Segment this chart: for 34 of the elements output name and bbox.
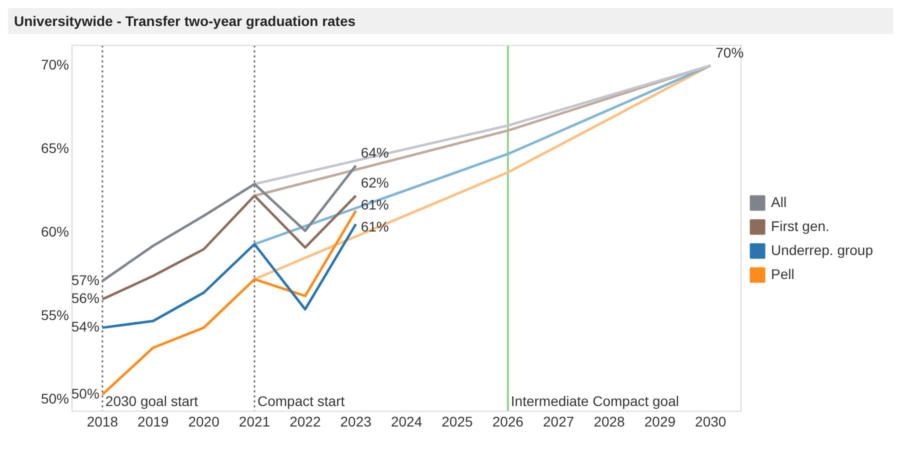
x-tick-label: 2023 [340,413,372,430]
legend-label: Underrep. group [771,242,874,258]
y-tick-label: 65% [40,140,70,156]
legend-label: First gen. [771,218,830,234]
x-tick-label: 2030 [695,413,726,430]
data-label: 61% [360,196,389,213]
data-label: 57% [71,272,100,288]
x-tick-label: 2021 [238,413,270,430]
data-label: 56% [71,290,100,306]
chart-title: Universitywide - Transfer two-year graduation rates [8,8,893,34]
data-label: 54% [71,318,100,335]
y-tick-label: 50% [40,390,70,406]
y-tick-label: 55% [40,306,70,323]
x-tick-label: 2022 [290,413,321,430]
legend-label: Pell [771,266,794,282]
ref-line-label: Compact start [257,393,345,410]
x-tick-label: 2026 [492,413,524,430]
x-tick-label: 2020 [188,413,220,430]
x-tick-label: 2018 [86,413,118,430]
data-label: 70% [716,44,744,60]
y-tick-label: 70% [40,56,70,72]
x-tick-label: 2028 [594,413,626,430]
data-label: 64% [360,144,389,161]
x-tick-label: 2029 [644,413,676,430]
legend-label: All [771,194,787,210]
ref-line-label: Intermediate Compact goal [510,393,679,410]
x-tick-label: 2025 [442,413,473,430]
x-tick-label: 2019 [138,413,169,430]
y-tick-label: 60% [40,223,70,240]
x-tick-label: 2027 [543,413,574,430]
ref-line-label: 2030 goal start [105,393,198,410]
data-label: 50% [71,385,100,402]
x-tick-label: 2024 [390,413,422,430]
data-label: 62% [360,174,389,191]
